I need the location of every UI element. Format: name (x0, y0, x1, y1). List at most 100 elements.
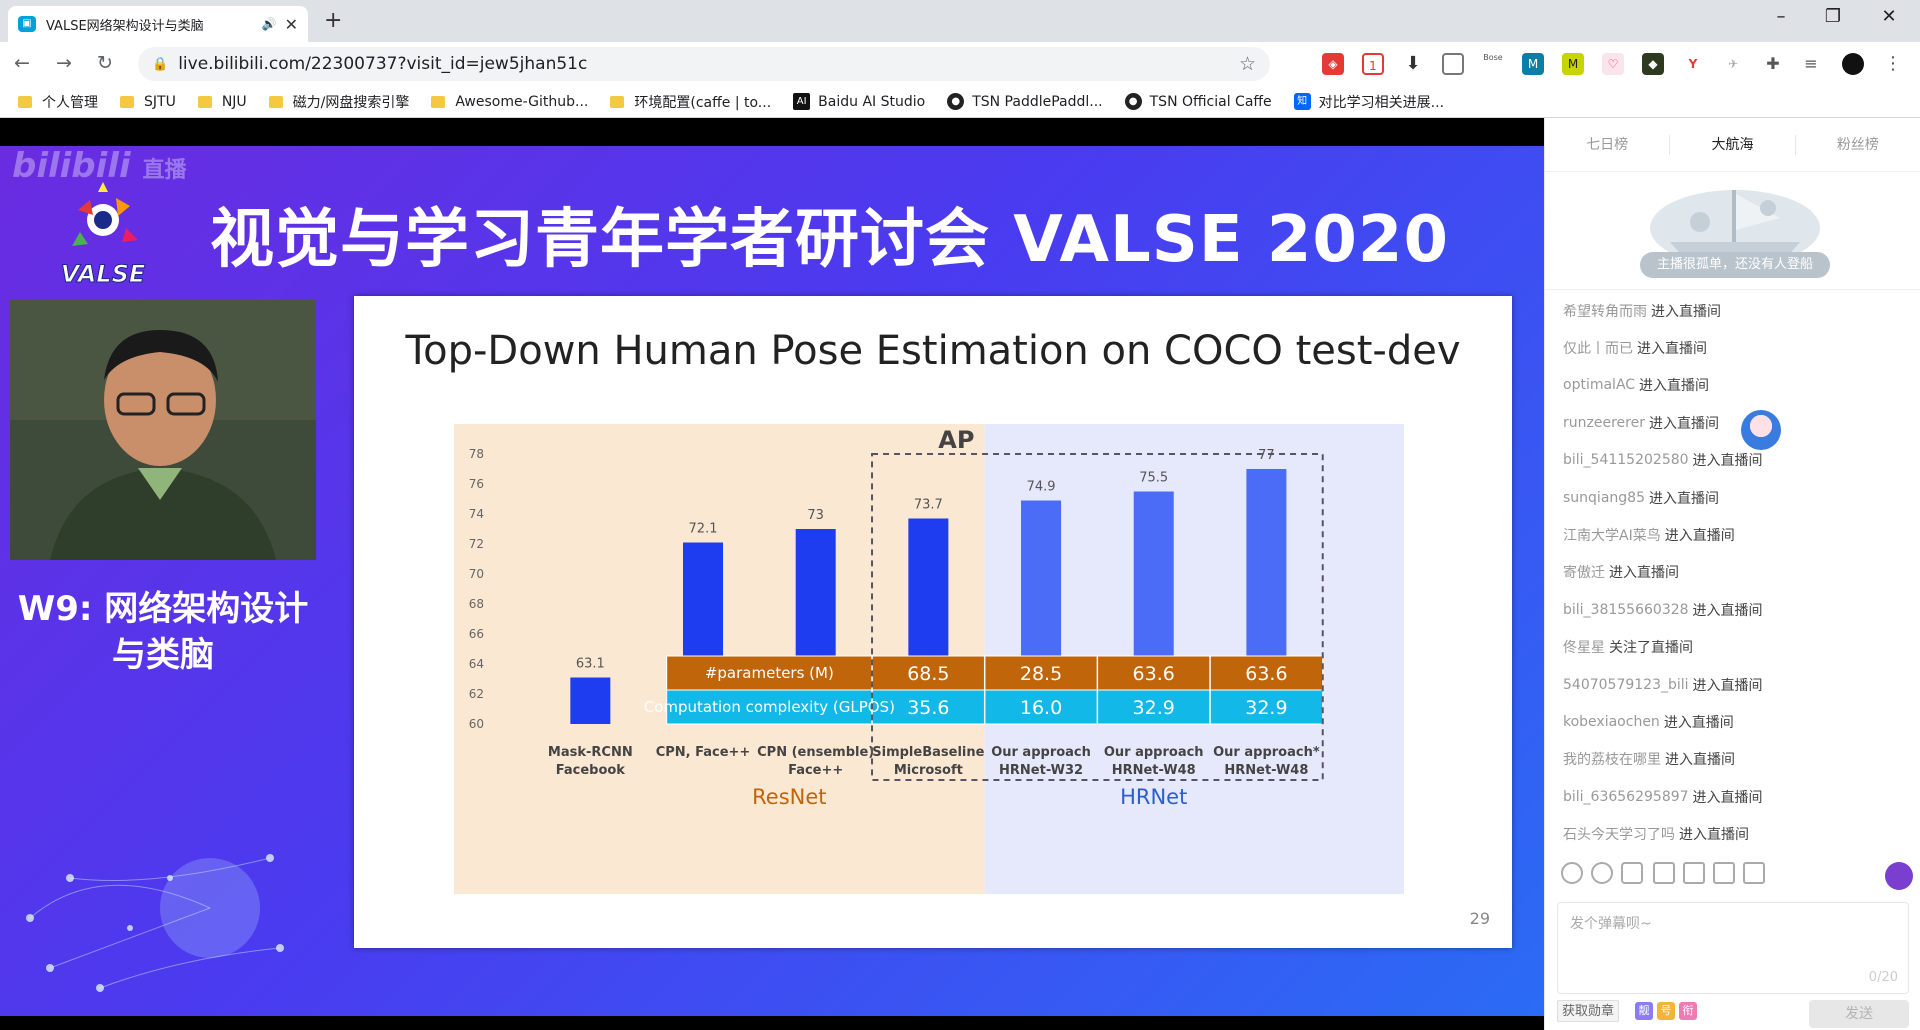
chat-username[interactable]: sunqiang85 (1563, 489, 1645, 506)
chat-username[interactable]: 我的荔枝在哪里 (1563, 752, 1661, 769)
chat-username[interactable]: 寄傲迁 (1563, 565, 1605, 582)
ext-shield-icon[interactable]: 1 (1362, 53, 1384, 75)
get-medal-button[interactable]: 获取勋章 (1557, 1000, 1620, 1022)
tag-liang[interactable]: 靓 (1635, 1002, 1653, 1020)
bookmarks-bar: 个人管理 SJTU NJU 磁力/网盘搜索引擎 Awesome-Github... 环境配… (0, 86, 1920, 118)
chat-username[interactable]: bili_54115202580 (1563, 452, 1689, 469)
lock-icon[interactable]: 🔒 (152, 56, 169, 72)
bookmark-label: TSN PaddlePaddl... (972, 93, 1103, 110)
category-label: HRNet-W48 (1112, 763, 1196, 778)
ext-y-icon[interactable]: Y (1682, 53, 1704, 75)
table-cell-value: 63.6 (1245, 663, 1287, 685)
screen-settings-icon[interactable] (1743, 862, 1765, 884)
audio-playing-icon[interactable]: 🔊 (261, 17, 277, 31)
mascot-avatar[interactable] (1741, 410, 1781, 450)
chat-message: 江南大学AI菜鸟 进入直播间 (1563, 516, 1903, 553)
screen-share-icon[interactable] (1683, 862, 1705, 884)
ext-pink-icon[interactable]: ♡ (1602, 53, 1624, 75)
bookmark-item[interactable]: 知对比学习相关进展... (1293, 92, 1444, 112)
list-icon[interactable]: ≡ (1800, 53, 1822, 75)
reload-icon[interactable]: ↻ (97, 52, 113, 74)
chat-action: 进入直播间 (1648, 415, 1719, 432)
chat-username[interactable]: 石头今天学习了吗 (1563, 827, 1675, 844)
category-label: Facebook (556, 763, 626, 778)
bookmark-item[interactable]: 磁力/网盘搜索引擎 (268, 92, 409, 112)
rank-tab[interactable]: 粉丝榜 (1836, 136, 1879, 153)
minimize-icon[interactable]: – (1776, 6, 1786, 27)
bookmark-item[interactable]: Awesome-Github... (431, 94, 588, 110)
bookmark-item[interactable]: 环境配置(caffe | to... (610, 92, 771, 112)
chat-username[interactable]: kobexiaochen (1563, 713, 1660, 730)
bookmark-label: Baidu AI Studio (818, 93, 926, 110)
ext-bird-icon[interactable]: ✈ (1722, 53, 1744, 75)
ext-square-icon[interactable] (1442, 53, 1464, 75)
chat-action: 进入直播间 (1663, 714, 1734, 731)
y-tick-label: 74 (469, 507, 484, 521)
chat-tools-bar (1561, 862, 1911, 890)
ext-bose-icon[interactable]: Bose (1482, 53, 1504, 75)
danmaku-toggle-icon[interactable] (1885, 862, 1913, 890)
chat-message: 我的荔枝在哪里 进入直播间 (1563, 741, 1903, 778)
category-label: HRNet-W48 (1224, 763, 1308, 778)
screen-edit-icon[interactable] (1713, 862, 1735, 884)
menu-dots-icon[interactable]: ⋮ (1882, 53, 1904, 75)
valse-logo: VALSE (60, 182, 146, 289)
rank-tab[interactable]: 大航海 (1670, 134, 1796, 155)
address-bar[interactable]: 🔒 live.bilibili.com/22300737?visit_id=je… (138, 47, 1270, 81)
chat-username[interactable]: optimalAC (1563, 377, 1636, 394)
chat-username[interactable]: 江南大学AI菜鸟 (1563, 528, 1661, 545)
bookmark-item[interactable]: ● TSN PaddlePaddl... (947, 93, 1103, 110)
chat-username[interactable]: 仅此丨而已 (1563, 341, 1633, 358)
emoji-icon[interactable] (1561, 862, 1583, 884)
bookmark-label: TSN Official Caffe (1149, 93, 1272, 110)
chat-username[interactable]: 佟星星 (1563, 640, 1605, 657)
bookmark-item[interactable]: AI Baidu AI Studio (793, 93, 925, 110)
char-counter: 0/20 (1868, 970, 1898, 985)
tag-hao[interactable]: 号 (1657, 1002, 1675, 1020)
bookmark-item[interactable]: NJU (197, 94, 247, 110)
ext-color-icon[interactable]: ◆ (1642, 53, 1664, 75)
stream-header-title: 视觉与学习青年学者研讨会 VALSE 2020 (210, 203, 1449, 277)
chat-action: 进入直播间 (1665, 752, 1735, 769)
empty-rank-text: 主播很孤单，还没有人登船 (1640, 252, 1830, 278)
browser-toolbar: ← → ↻ 🔒 live.bilibili.com/22300737?visit… (0, 42, 1920, 86)
github-icon: ● (947, 93, 965, 110)
folder-icon (120, 95, 134, 108)
forward-icon[interactable]: → (56, 52, 72, 74)
chat-username[interactable]: bili_38155660328 (1563, 601, 1689, 618)
bookmark-item[interactable]: SJTU (120, 94, 176, 110)
new-tab-button[interactable]: + (324, 8, 343, 33)
bookmark-item[interactable]: 个人管理 (18, 92, 98, 112)
chat-username[interactable]: bili_63656295897 (1563, 788, 1689, 805)
screen-icon[interactable] (1653, 862, 1675, 884)
ext-red-icon[interactable]: ◈ (1322, 53, 1344, 75)
back-icon[interactable]: ← (14, 52, 30, 74)
ext-m-blue-icon[interactable]: M (1522, 53, 1544, 75)
tag-xian[interactable]: 衔 (1679, 1002, 1697, 1020)
danmaku-input[interactable]: 发个弹幕呗~ 0/20 (1557, 902, 1909, 994)
category-label: Our approach* (1213, 745, 1320, 760)
ext-download-icon[interactable]: ⬇ (1402, 53, 1424, 75)
rank-tab[interactable]: 七日榜 (1545, 134, 1671, 155)
chat-username[interactable]: 54070579123_bili (1563, 676, 1689, 693)
chat-username[interactable]: 希望转角而雨 (1563, 303, 1647, 320)
bookmark-item[interactable]: ● TSN Official Caffe (1124, 93, 1272, 110)
puzzle-icon[interactable]: ✚ (1762, 53, 1784, 75)
y-tick-label: 76 (469, 477, 484, 491)
category-label: CPN, Face++ (656, 745, 751, 760)
table-cell-value: 28.5 (1020, 663, 1062, 685)
gift-icon[interactable] (1621, 862, 1643, 884)
live-stream-video[interactable]: bilibili 直播 VALSE 视觉与学习青年学者研讨会 VALSE 202… (0, 118, 1544, 1030)
category-label: Face++ (788, 763, 843, 778)
palette-icon[interactable] (1591, 862, 1613, 884)
ext-m-yellow-icon[interactable]: M (1562, 53, 1584, 75)
chat-message-list[interactable]: 希望转角而雨 进入直播间 仅此丨而已 进入直播间 optimalAC 进入直播间 runze… (1563, 292, 1903, 853)
tab-close-icon[interactable]: ✕ (284, 14, 298, 34)
restore-icon[interactable]: ❐ (1824, 6, 1842, 27)
tab-active[interactable]: ▣ VALSE网络架构设计与类脑 🔊 ✕ (8, 6, 308, 42)
avatar-icon[interactable] (1842, 53, 1864, 75)
close-window-icon[interactable]: ✕ (1881, 6, 1897, 27)
send-button[interactable]: 发送 (1809, 1000, 1909, 1028)
bookmark-star-icon[interactable]: ☆ (1238, 53, 1256, 75)
chat-username[interactable]: runzeererer (1563, 414, 1645, 431)
